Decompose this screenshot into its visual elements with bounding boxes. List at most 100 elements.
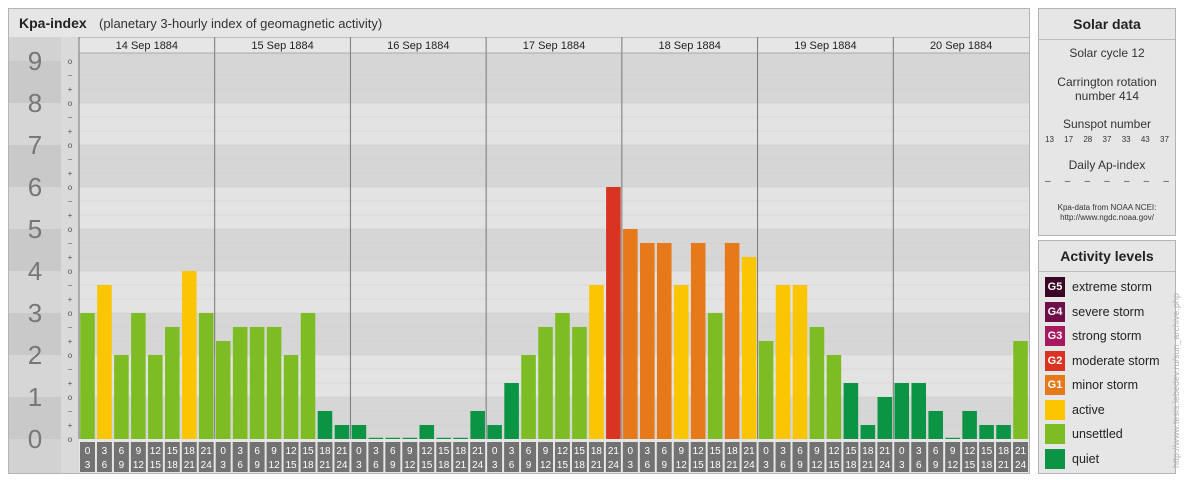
minor-tick-label: +	[68, 421, 73, 430]
kp-bar	[894, 383, 910, 439]
legend-item: G2 moderate storm	[1045, 350, 1160, 371]
interval-cell	[198, 442, 214, 472]
kp-bar	[131, 313, 146, 439]
day-label: 20 Sep 1884	[930, 40, 992, 52]
interval-start-label: 12	[421, 446, 433, 457]
interval-end-label: 18	[710, 460, 722, 471]
day-label: 17 Sep 1884	[523, 40, 585, 52]
interval-start-label: 15	[438, 446, 450, 457]
kp-bar	[572, 326, 587, 439]
kp-bar	[419, 425, 435, 439]
kp-bar	[300, 313, 316, 439]
legend-swatch	[1045, 399, 1065, 420]
kp-bar	[487, 425, 502, 439]
kp-bar	[249, 326, 265, 439]
interval-start-label: 9	[950, 446, 956, 457]
kp-bar	[283, 355, 299, 439]
legend-label: minor storm	[1072, 378, 1138, 392]
interval-end-label: 15	[964, 460, 976, 471]
interval-end-label: 9	[119, 460, 125, 471]
legend-swatch: G2	[1045, 350, 1065, 371]
interval-cell	[860, 442, 876, 472]
minor-tick-label: −	[68, 197, 73, 206]
kp-bar	[911, 383, 927, 439]
kp-bar	[945, 437, 960, 439]
interval-start-label: 18	[184, 446, 196, 457]
kp-bar	[996, 425, 1011, 439]
interval-end-label: 3	[220, 460, 226, 471]
interval-cell	[215, 442, 231, 472]
kp-axis-band	[9, 271, 61, 313]
interval-start-label: 21	[744, 446, 756, 457]
minor-tick-label: +	[68, 295, 73, 304]
minor-tick-label: −	[68, 365, 73, 374]
minor-tick-label: +	[68, 85, 73, 94]
interval-end-label: 21	[862, 460, 874, 471]
interval-start-label: 18	[862, 446, 874, 457]
interval-cell	[979, 442, 995, 472]
interval-cell	[1013, 442, 1028, 472]
y-tick-label: 1	[28, 382, 42, 412]
kp-bar	[606, 187, 621, 439]
interval-start-label: 0	[356, 446, 362, 457]
interval-start-label: 12	[557, 446, 569, 457]
minor-tick-label: −	[68, 281, 73, 290]
day-label: 19 Sep 1884	[794, 40, 856, 52]
interval-start-label: 9	[814, 446, 820, 457]
interval-start-label: 18	[591, 446, 603, 457]
interval-start-label: 0	[85, 446, 91, 457]
kp-axis-band	[9, 103, 61, 145]
interval-end-label: 21	[455, 460, 467, 471]
interval-start-label: 18	[319, 446, 331, 457]
interval-cell	[724, 442, 740, 472]
kpa-chart-panel: Kpa-index (planetary 3-hourly index of g…	[8, 8, 1030, 474]
legend-label: moderate storm	[1072, 353, 1160, 368]
minor-tick-label: +	[68, 337, 73, 346]
interval-cell	[436, 442, 452, 472]
interval-start-label: 12	[964, 446, 976, 457]
interval-cell	[147, 442, 163, 472]
y-tick-label: 6	[28, 172, 42, 202]
kp-bar	[402, 437, 418, 439]
kp-bar	[792, 284, 808, 439]
interval-start-label: 3	[780, 446, 786, 457]
kp-bar	[266, 326, 282, 439]
interval-start-label: 21	[879, 446, 891, 457]
interval-end-label: 15	[421, 460, 433, 471]
kp-band	[79, 145, 1029, 187]
kp-axis-band	[9, 61, 61, 103]
interval-end-label: 6	[780, 460, 786, 471]
interval-end-label: 24	[744, 460, 756, 471]
interval-start-label: 0	[628, 446, 634, 457]
interval-cell	[521, 442, 537, 472]
kp-bar	[589, 284, 604, 439]
interval-cell	[232, 442, 248, 472]
minor-tick-label: +	[68, 169, 73, 178]
interval-cell	[622, 442, 638, 472]
kp-bar	[673, 284, 689, 439]
legend-item: G1 minor storm	[1045, 375, 1138, 395]
kp-bar	[504, 383, 519, 439]
interval-cell	[368, 442, 384, 472]
interval-end-label: 15	[557, 460, 569, 471]
interval-cell	[453, 442, 469, 472]
kp-bar	[826, 355, 842, 439]
kp-bar	[555, 313, 570, 439]
sunspot-value: 33	[1121, 135, 1131, 144]
kp-bar	[962, 410, 977, 439]
kp-bar	[775, 284, 791, 439]
minor-tick-label: o	[68, 183, 73, 192]
solar-cycle: Solar cycle 12	[1069, 46, 1145, 60]
minor-tick-label: +	[68, 253, 73, 262]
kp-axis-band	[9, 355, 61, 397]
credit-line1: Kpa-data from NOAA NCEI:	[1057, 203, 1157, 212]
interval-end-label: 12	[404, 460, 416, 471]
carrington-line1: Carrington rotation	[1057, 75, 1157, 89]
interval-cell	[571, 442, 587, 472]
interval-cell	[164, 442, 180, 472]
interval-start-label: 0	[492, 446, 498, 457]
interval-cell	[826, 442, 842, 472]
interval-end-label: 6	[916, 460, 922, 471]
kp-bar	[436, 437, 452, 439]
legend-swatch	[1045, 424, 1065, 444]
